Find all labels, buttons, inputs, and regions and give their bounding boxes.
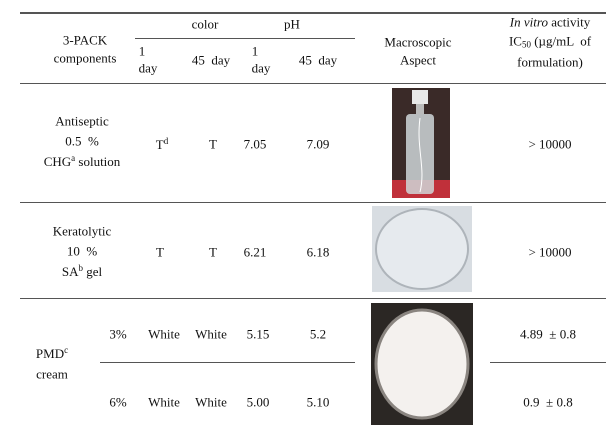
rule [20, 83, 606, 84]
cell: White [148, 394, 180, 410]
rule [100, 362, 355, 363]
cream-photo [371, 303, 473, 425]
cell: > 10000 [528, 136, 572, 152]
cell-text: PMD [35, 346, 65, 361]
cell: 5.15 [246, 326, 270, 342]
cell: White [195, 326, 227, 342]
cell-text: CHG [43, 154, 72, 169]
header-text: activity [547, 14, 591, 30]
header-text: IC [508, 33, 522, 49]
rule [490, 362, 606, 363]
cell: 5.00 [246, 394, 270, 410]
rule [243, 38, 355, 39]
header-cell: IC50 (µg/mL of [509, 35, 591, 50]
rule [135, 38, 250, 39]
header-cell: day [138, 60, 158, 76]
cell-text: SA [61, 264, 79, 279]
header-text: In vitro [509, 14, 548, 30]
cell: 4.89 ± 0.8 [520, 326, 576, 342]
cell: Td [155, 136, 169, 152]
header-cell: day [251, 60, 271, 76]
header-text: (µg/mL of [530, 33, 592, 49]
header-cell: 1 [138, 43, 146, 59]
cell: PMDc [35, 345, 69, 361]
cell-text: a [71, 153, 76, 163]
header-text: 50 [521, 39, 531, 50]
cell: 3% [109, 326, 127, 342]
header-cell: formulation) [517, 54, 583, 70]
cell: White [195, 394, 227, 410]
header-cell: Aspect [399, 52, 437, 68]
cell: SAb gel [61, 263, 103, 279]
cell-text: gel [82, 264, 103, 279]
cell: 6.18 [306, 244, 330, 260]
header-cell: color [191, 16, 219, 32]
header-cell: In vitro activity [510, 16, 590, 29]
header-cell: 3-PACK [62, 32, 108, 48]
plate-photo [372, 206, 472, 292]
cell: 7.09 [306, 136, 330, 152]
cell-text: c [64, 345, 69, 355]
cell: 6.21 [243, 244, 267, 260]
cell-text: d [163, 136, 169, 146]
rule [20, 202, 606, 203]
cell-text: T [155, 137, 164, 152]
cell: 6% [109, 394, 127, 410]
bottle-photo [392, 88, 450, 198]
cell: T [156, 244, 164, 260]
cell: CHGa solution [43, 153, 121, 169]
cell: Antiseptic [55, 113, 109, 129]
header-cell: 45 day [298, 52, 338, 68]
header-cell: 45 day [191, 52, 231, 68]
cell: White [148, 326, 180, 342]
cell: 10 % [66, 243, 98, 259]
cell: T [209, 136, 217, 152]
cell: 7.05 [243, 136, 267, 152]
header-cell: components [53, 50, 117, 66]
rule [20, 298, 606, 299]
cell: 0.9 ± 0.8 [523, 394, 573, 410]
cell: 5.2 [309, 326, 327, 342]
cell: 0.5 % [65, 133, 99, 149]
header-cell: 1 [251, 43, 259, 59]
header-cell: pH [284, 16, 300, 32]
cell: > 10000 [528, 244, 572, 260]
cell: 5.10 [306, 394, 330, 410]
cell: Keratolytic [52, 223, 112, 239]
cell-text: solution [75, 154, 121, 169]
cell: cream [36, 366, 68, 382]
cell: T [209, 244, 217, 260]
rule [20, 12, 606, 14]
cell-text: b [78, 263, 83, 273]
header-cell: Macroscopic [384, 34, 452, 50]
